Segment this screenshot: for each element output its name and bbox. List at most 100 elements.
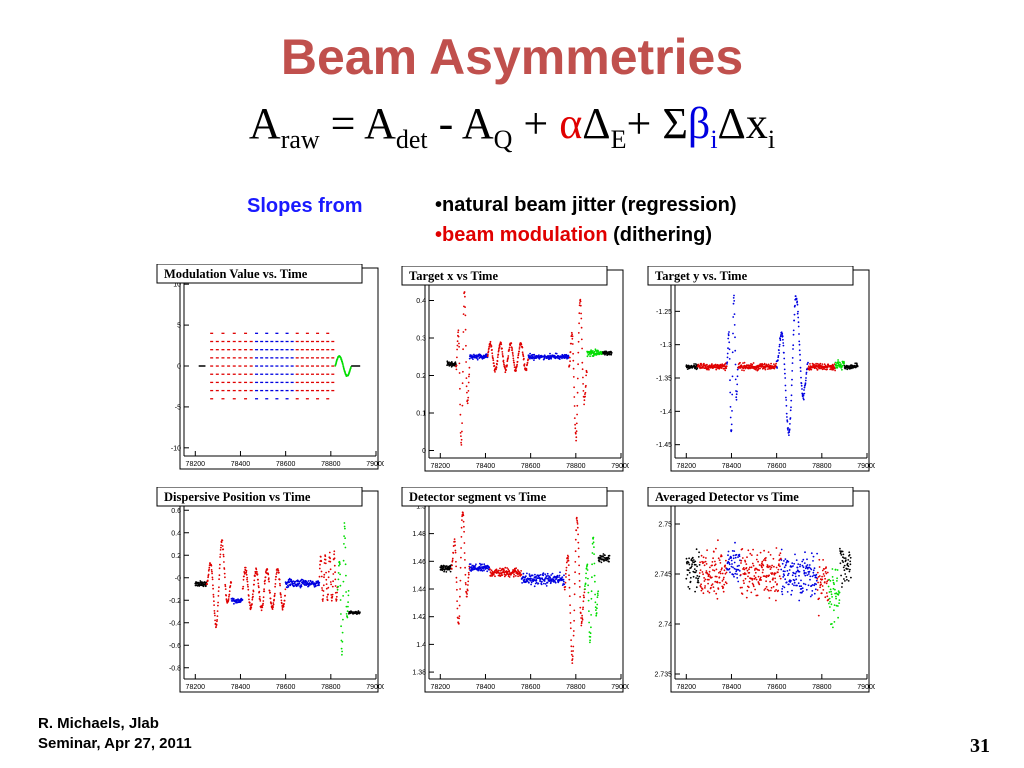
data-point bbox=[459, 566, 462, 569]
formula-a-det: Adet bbox=[364, 99, 428, 154]
data-point bbox=[326, 389, 330, 392]
data-point bbox=[811, 575, 814, 578]
data-point bbox=[260, 349, 264, 351]
y-tick-label: 0.6 bbox=[171, 508, 181, 515]
data-point bbox=[300, 389, 304, 392]
data-point bbox=[727, 333, 730, 335]
data-point bbox=[787, 574, 789, 577]
data-point bbox=[573, 582, 576, 585]
data-point bbox=[752, 548, 754, 551]
data-point bbox=[520, 573, 523, 576]
data-point bbox=[817, 581, 819, 584]
data-point bbox=[292, 580, 295, 583]
data-point bbox=[818, 597, 820, 600]
data-point bbox=[834, 369, 836, 372]
data-point bbox=[547, 577, 550, 580]
data-point bbox=[504, 371, 507, 374]
data-point bbox=[558, 574, 561, 577]
data-point bbox=[255, 357, 259, 359]
data-point bbox=[786, 420, 789, 423]
data-point bbox=[316, 373, 320, 375]
data-point bbox=[460, 547, 462, 549]
data-point bbox=[778, 345, 781, 348]
data-point bbox=[465, 344, 467, 347]
data-point bbox=[848, 554, 851, 556]
data-point bbox=[732, 554, 735, 557]
data-point bbox=[781, 593, 784, 596]
data-point bbox=[791, 370, 794, 372]
data-point bbox=[460, 536, 463, 538]
data-point bbox=[748, 571, 751, 574]
data-point bbox=[822, 559, 824, 561]
data-point bbox=[756, 554, 759, 556]
data-point bbox=[826, 368, 828, 371]
data-point bbox=[530, 583, 532, 586]
data-point bbox=[765, 576, 768, 578]
data-point bbox=[731, 563, 733, 565]
data-point bbox=[836, 577, 838, 580]
data-point bbox=[465, 361, 467, 363]
data-point bbox=[722, 367, 725, 370]
data-point bbox=[459, 387, 461, 390]
data-point bbox=[218, 586, 220, 589]
data-point bbox=[245, 573, 248, 576]
data-point bbox=[576, 523, 579, 525]
data-point bbox=[694, 560, 697, 563]
data-point bbox=[319, 563, 321, 566]
data-point bbox=[747, 549, 750, 552]
beta-symbol: βi bbox=[687, 99, 718, 154]
data-point bbox=[582, 376, 584, 379]
data-point bbox=[265, 389, 269, 392]
data-point bbox=[295, 398, 299, 400]
data-point bbox=[238, 340, 242, 343]
data-point bbox=[520, 570, 522, 572]
data-point bbox=[735, 398, 738, 401]
data-point bbox=[825, 592, 828, 594]
data-point bbox=[790, 593, 793, 596]
x-tick-label: 78800 bbox=[321, 684, 341, 691]
data-point bbox=[243, 573, 246, 575]
data-point bbox=[714, 560, 716, 563]
data-point bbox=[813, 574, 815, 577]
data-point bbox=[460, 435, 462, 437]
data-point bbox=[778, 559, 781, 562]
data-point bbox=[260, 373, 264, 375]
data-point bbox=[270, 602, 273, 605]
data-point bbox=[789, 417, 792, 419]
data-point bbox=[326, 340, 330, 343]
data-point bbox=[582, 600, 585, 603]
data-point bbox=[345, 574, 347, 577]
data-point bbox=[708, 591, 711, 594]
data-point bbox=[750, 367, 753, 369]
data-point bbox=[729, 416, 732, 419]
data-point bbox=[730, 556, 733, 559]
chart-detector-segment: 1.38 1.4 1.42 1.44 1.46 1.48 1.5 78200 78400 7860… bbox=[399, 487, 629, 704]
data-point bbox=[728, 341, 731, 344]
data-point bbox=[769, 554, 772, 556]
data-point bbox=[841, 368, 843, 371]
data-point bbox=[514, 575, 517, 577]
data-point bbox=[510, 342, 513, 345]
data-point bbox=[843, 362, 846, 364]
data-point bbox=[784, 377, 787, 379]
data-point bbox=[775, 362, 777, 365]
data-point bbox=[465, 385, 468, 388]
data-point bbox=[227, 389, 231, 392]
data-point bbox=[244, 398, 248, 400]
data-point bbox=[771, 564, 773, 567]
y-tick-label: -0.2 bbox=[169, 598, 181, 605]
data-point bbox=[457, 331, 459, 334]
data-point bbox=[343, 535, 345, 537]
data-point bbox=[488, 566, 491, 569]
data-point bbox=[290, 578, 293, 581]
data-point bbox=[580, 326, 583, 329]
data-point bbox=[788, 428, 791, 431]
data-point bbox=[743, 369, 745, 372]
data-point bbox=[488, 345, 491, 348]
data-point bbox=[275, 389, 279, 392]
data-point bbox=[255, 332, 259, 334]
data-point bbox=[833, 583, 835, 586]
data-point bbox=[781, 590, 783, 593]
data-point bbox=[458, 345, 460, 348]
